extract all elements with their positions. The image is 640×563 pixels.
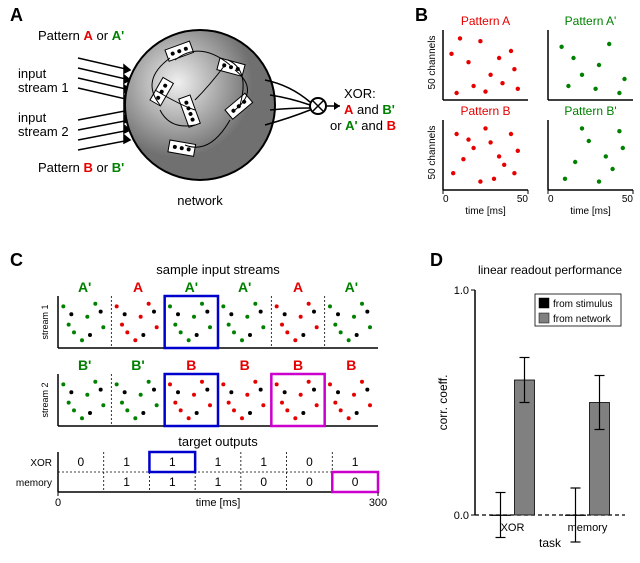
panel-a-pattern1-prefix: Pattern [38,28,84,43]
input-arrows-2 [78,105,130,150]
svg-text:B: B [240,357,250,373]
svg-text:task: task [539,536,562,550]
svg-text:300: 300 [369,497,387,509]
xor-l1-and: and [353,102,382,117]
svg-text:Pattern A or A': Pattern A or A' [38,28,124,43]
svg-text:A': A' [345,279,358,295]
svg-text:0: 0 [352,475,359,489]
svg-text:1: 1 [215,455,222,469]
panel-d-barchart: linear readout performance 0.0 1.0 corr. co… [430,260,635,560]
svg-text:linear readout performance: linear readout performance [478,263,622,277]
svg-text:memory: memory [16,478,52,489]
panel-a-input2: input stream 2 [18,110,69,139]
svg-text:Pattern B or B': Pattern B or B' [38,160,124,175]
svg-text:Pattern A: Pattern A [461,15,510,28]
panel-a-pattern2-b: B [84,160,93,175]
svg-text:1: 1 [123,455,130,469]
xor-label: XOR: [344,86,376,101]
svg-text:0: 0 [78,455,85,469]
svg-text:1: 1 [260,455,267,469]
svg-text:50: 50 [517,194,529,205]
svg-text:1: 1 [169,455,176,469]
panel-a-input1: input stream 1 [18,66,69,95]
network-label: network [177,193,223,208]
panel-a-pattern2-or: or [93,160,112,175]
xor-l2-and: and [358,118,387,133]
svg-text:0.0: 0.0 [454,510,469,522]
svg-text:0: 0 [260,475,267,489]
svg-text:Pattern B': Pattern B' [564,104,616,118]
svg-text:time [ms]: time [ms] [196,497,241,509]
svg-text:A': A' [238,279,251,295]
svg-text:A': A' [78,279,91,295]
svg-text:0: 0 [548,194,554,205]
svg-text:0: 0 [306,475,313,489]
svg-text:corr. coeff.: corr. coeff. [436,375,450,431]
svg-text:1: 1 [215,475,222,489]
svg-text:from network: from network [553,314,612,325]
svg-text:0: 0 [443,194,449,205]
svg-text:A and B': A and B' [344,102,395,117]
svg-text:50 channels: 50 channels [427,36,438,90]
svg-text:50: 50 [622,194,634,205]
panel-a-diagram: Pattern A or A' input stream 1 input str… [0,10,400,240]
xor-l2-or: or [330,118,345,133]
panel-a-pattern2-prefix: Pattern [38,160,84,175]
svg-text:XOR: XOR [30,458,52,469]
svg-text:0: 0 [55,497,61,509]
panel-a-pattern1-ap: A' [112,28,124,43]
svg-text:memory: memory [568,522,608,534]
svg-text:or A' and B: or A' and B [330,118,396,133]
svg-text:sample input streams: sample input streams [156,262,280,277]
svg-text:Pattern A': Pattern A' [565,15,617,28]
xor-l2-ap: A' [345,118,357,133]
panel-b-rasters: Pattern A 50 channels Pattern A' Pattern B 5… [415,15,640,225]
svg-text:target outputs: target outputs [178,434,258,449]
panel-a-pattern2-bp: B' [112,160,124,175]
svg-text:A: A [133,279,143,295]
xor-l1-bp: B' [382,102,394,117]
svg-text:stream 1: stream 1 [40,304,50,339]
svg-text:time [ms]: time [ms] [465,206,506,217]
svg-text:B: B [293,357,303,373]
svg-text:from stimulus: from stimulus [553,299,612,310]
svg-text:Pattern B: Pattern B [460,104,510,118]
svg-text:time [ms]: time [ms] [570,206,611,217]
svg-text:XOR: XOR [501,522,525,534]
svg-text:B: B [186,357,196,373]
svg-text:A: A [293,279,303,295]
svg-text:50 channels: 50 channels [427,126,438,180]
svg-text:B': B' [78,357,91,373]
svg-text:1: 1 [169,475,176,489]
xor-l2-b: B [387,118,396,133]
svg-text:1: 1 [352,455,359,469]
svg-text:1.0: 1.0 [454,285,469,297]
svg-text:B: B [346,357,356,373]
svg-text:1: 1 [123,475,130,489]
svg-text:B': B' [131,357,144,373]
svg-text:0: 0 [306,455,313,469]
svg-text:A': A' [185,279,198,295]
network-circle [125,30,275,180]
input-arrows-1 [78,58,130,103]
panel-c-streams: sample input streams A' A A' A' A A' stream 1 B'… [10,260,405,560]
svg-text:stream 2: stream 2 [40,382,50,417]
panel-a-pattern1-or: or [93,28,112,43]
